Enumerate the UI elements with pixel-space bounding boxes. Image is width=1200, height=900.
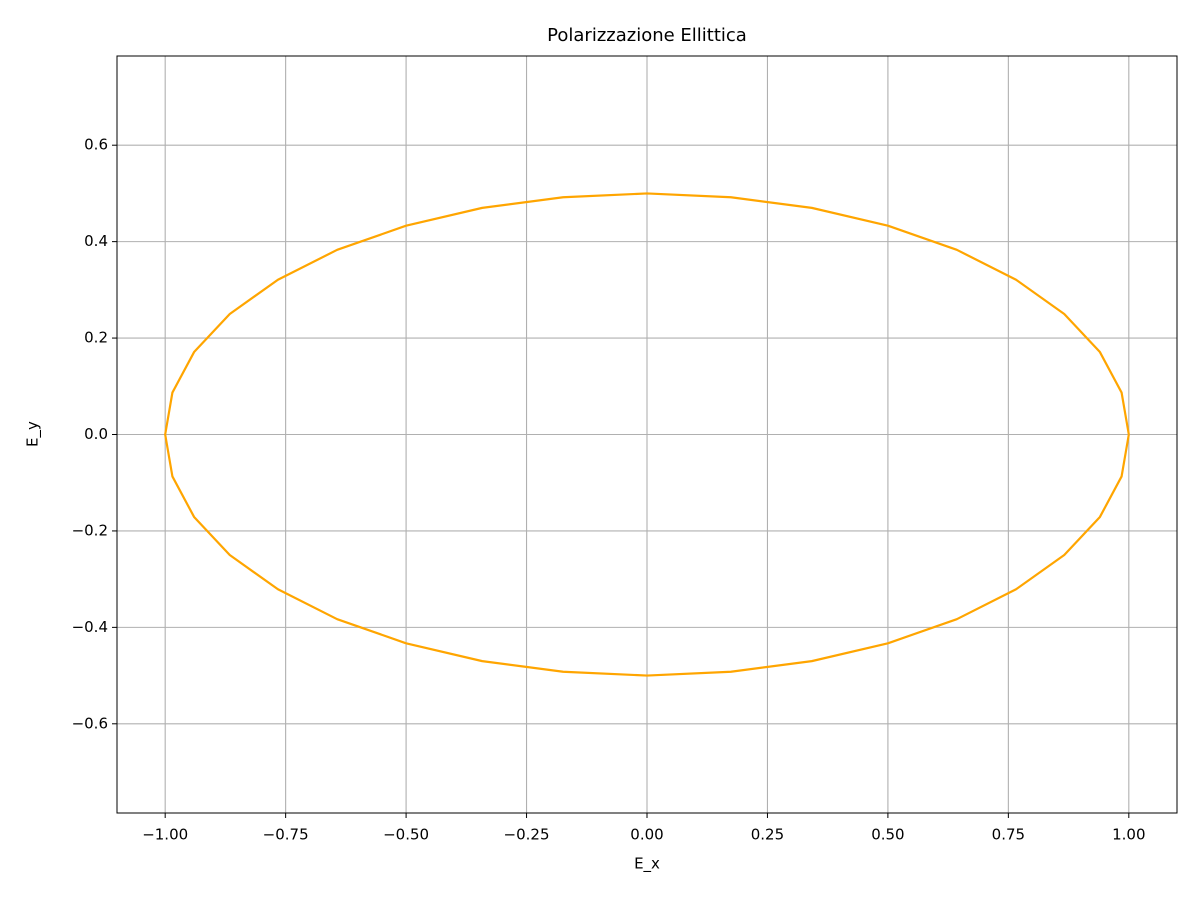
x-tick-label: −1.00	[142, 826, 188, 844]
y-tick-label: −0.2	[72, 521, 108, 539]
x-tick-label: 0.75	[992, 826, 1025, 844]
y-tick-label: −0.4	[72, 618, 108, 636]
chart-title: Polarizzazione Ellittica	[547, 25, 747, 46]
y-tick-label: 0.2	[84, 329, 108, 347]
x-tick-label: −0.75	[263, 826, 309, 844]
x-axis-label: E_x	[634, 855, 660, 874]
ellipse-line	[164, 192, 1130, 677]
y-tick-label: −0.6	[72, 714, 108, 732]
x-tick-label: −0.50	[383, 826, 429, 844]
x-tick-label: 0.25	[751, 826, 784, 844]
x-tick-label: 0.00	[630, 826, 663, 844]
x-tick-label: 1.00	[1112, 826, 1145, 844]
x-tick-label: −0.25	[504, 826, 550, 844]
plot	[164, 192, 1130, 677]
grid	[117, 56, 1177, 813]
y-tick-label: 0.0	[84, 425, 108, 443]
y-axis-label: E_y	[24, 421, 43, 447]
y-tick-label: 0.4	[84, 232, 108, 250]
x-tick-label: 0.50	[871, 826, 904, 844]
y-tick-label: 0.6	[84, 136, 108, 154]
ticks: −1.00 −0.75 −0.50 −0.25 0.00 0.25 0.50 0.75 1.00…	[72, 136, 1146, 844]
